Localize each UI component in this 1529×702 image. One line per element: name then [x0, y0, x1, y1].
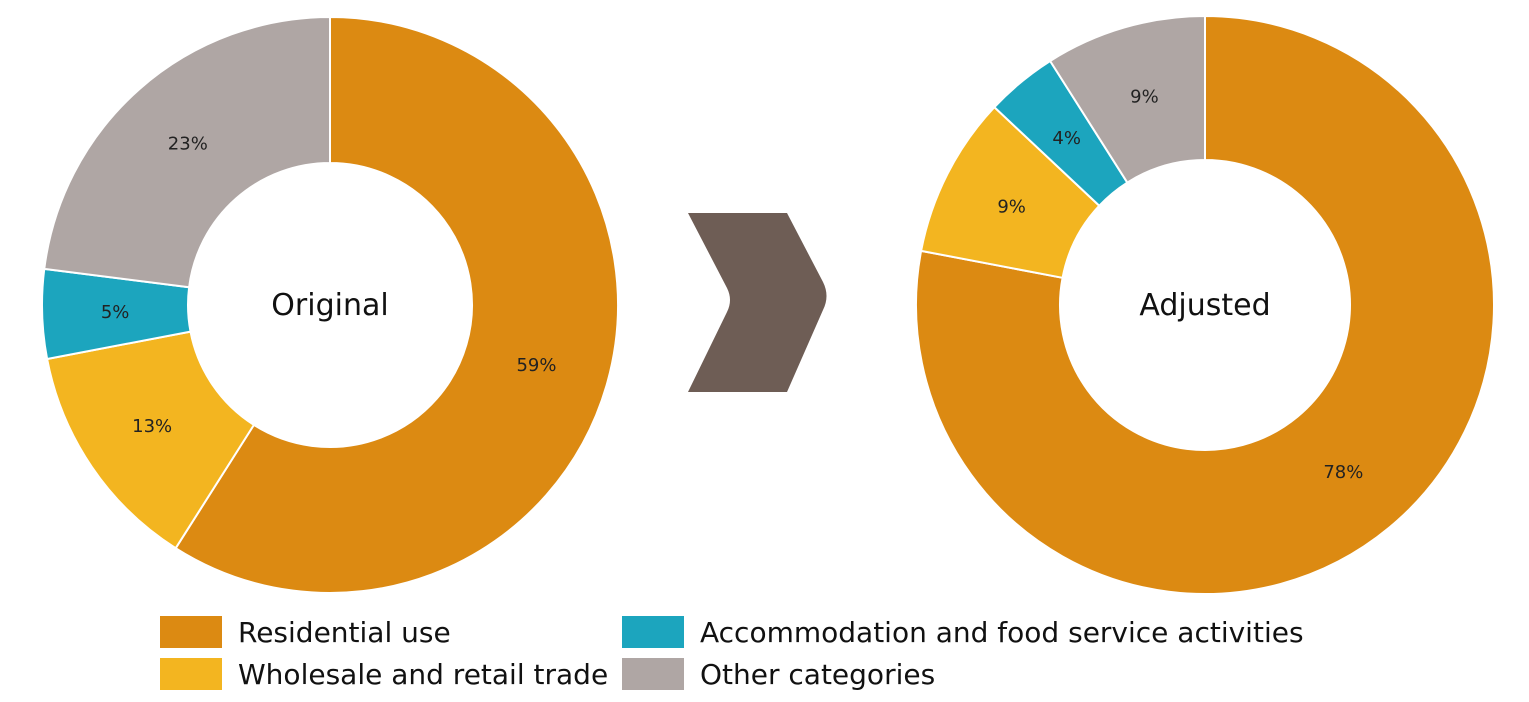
legend-swatch-residential-use — [160, 616, 222, 648]
legend-swatch-other-categories — [622, 658, 684, 690]
adjusted-slice-label-other-categories: 9% — [1130, 87, 1159, 108]
legend-label-residential-use: Residential use — [238, 616, 451, 649]
original-slice-other-categories — [43, 16, 331, 289]
original-center-label: Original — [271, 288, 388, 323]
original-slice-residential-use — [174, 16, 619, 594]
original-slice-label-residential-use: 59% — [516, 355, 556, 376]
adjusted-slice-residential-use — [915, 15, 1495, 595]
original-donut-chart: 59% 13% 5% 23% Original — [41, 16, 619, 594]
adjusted-slice-label-residential-use: 78% — [1323, 462, 1363, 483]
adjusted-slice-label-wholesale-and-retail-trade: 9% — [997, 196, 1026, 217]
legend-label-accommodation-and-food-service-activities: Accommodation and food service activitie… — [700, 616, 1304, 649]
adjusted-slice-other-categories — [1049, 15, 1206, 184]
legend-swatch-accommodation-and-food-service-activities — [622, 616, 684, 648]
legend-label-other-categories: Other categories — [700, 658, 935, 691]
original-slice-label-wholesale-and-retail-trade: 13% — [132, 416, 172, 437]
legend-label-wholesale-and-retail-trade: Wholesale and retail trade — [238, 658, 608, 691]
legend: Residential use Wholesale and retail trad… — [160, 616, 1304, 691]
legend-swatch-wholesale-and-retail-trade — [160, 658, 222, 690]
transition-arrow-icon — [688, 213, 827, 392]
original-slice-wholesale-and-retail-trade — [46, 330, 255, 550]
original-slice-label-accommodation-and-food-service-activities: 5% — [101, 302, 130, 323]
adjusted-donut-chart: 78% 9% 4% 9% Adjusted — [915, 15, 1495, 595]
adjusted-slice-label-accommodation-and-food-service-activities: 4% — [1052, 128, 1081, 149]
adjusted-center-label: Adjusted — [1139, 288, 1270, 323]
original-slice-label-other-categories: 23% — [168, 134, 208, 155]
